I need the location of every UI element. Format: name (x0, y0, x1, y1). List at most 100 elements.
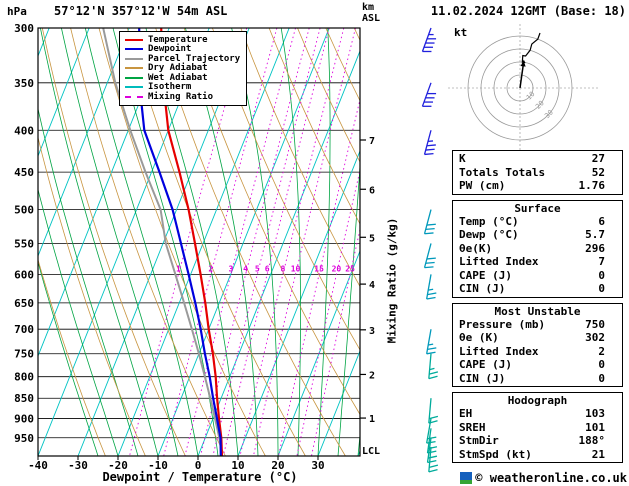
table-row: Pressure (mb) 750 (453, 318, 622, 332)
svg-text:20: 20 (271, 459, 284, 472)
table-row: StmDir 188° (453, 434, 622, 448)
row-label: θe (K) (459, 331, 499, 344)
svg-text:1: 1 (176, 264, 181, 273)
svg-text:-10: -10 (148, 459, 168, 472)
svg-text:15: 15 (314, 264, 324, 273)
table-title: Most Unstable (494, 304, 581, 318)
table-title: Hodograph (507, 394, 568, 407)
row-label: K (459, 152, 466, 165)
legend-label: Mixing Ratio (148, 91, 214, 102)
svg-text:-30: -30 (68, 459, 88, 472)
row-value: 7 (598, 255, 605, 268)
svg-text:650: 650 (14, 297, 34, 310)
svg-text:3: 3 (228, 264, 233, 273)
row-label: CAPE (J) (459, 358, 512, 371)
table-row: Lifted Index 7 (453, 255, 622, 269)
row-label: EH (459, 407, 473, 420)
table-row: CIN (J) 0 (453, 282, 622, 296)
table-row: SREH 101 (453, 421, 622, 435)
height-axis-unit-km: km (362, 2, 375, 13)
svg-text:900: 900 (14, 413, 34, 426)
legend-item-wet-adiabat: Wet Adiabat (125, 73, 240, 83)
svg-text:8: 8 (281, 264, 286, 273)
row-label: θe(K) (459, 241, 493, 255)
svg-text:20: 20 (332, 264, 342, 273)
row-value: 296 (585, 241, 605, 255)
info-table-most-unstable: Most Unstable Pressure (mb) 750 θe (K) 302 Li… (452, 302, 623, 387)
row-label: Pressure (mb) (459, 317, 546, 331)
svg-text:0: 0 (195, 459, 202, 472)
legend-item-dry-adiabat: Dry Adiabat (125, 63, 240, 73)
row-value: 0 (598, 371, 605, 385)
pressure-axis-unit: hPa (7, 5, 27, 18)
temperature-axis-label: Dewpoint / Temperature (°C) (102, 470, 298, 484)
legend-swatch (125, 38, 143, 41)
row-label: Totals Totals (459, 165, 546, 179)
row-value: 52 (591, 165, 605, 179)
table-row: θe(K) 296 (453, 242, 622, 256)
datetime-label: 11.02.2024 12GMT (Base: 18) (430, 4, 626, 18)
legend-label: Parcel Trajectory (148, 53, 241, 64)
svg-text:6: 6 (369, 185, 375, 196)
svg-text:4: 4 (369, 280, 375, 291)
row-label: SREH (459, 420, 486, 434)
svg-text:2: 2 (369, 370, 375, 381)
row-label: CIN (J) (459, 282, 506, 295)
table-row: Totals Totals 52 (453, 166, 622, 180)
temperature-line (160, 28, 224, 456)
legend-swatch (125, 57, 143, 60)
svg-text:850: 850 (14, 392, 34, 405)
row-value: 302 (585, 331, 605, 344)
svg-text:30: 30 (311, 459, 324, 472)
table-row: EH 103 (453, 407, 622, 421)
legend-item-dewpoint: Dewpoint (125, 44, 240, 54)
svg-text:450: 450 (14, 166, 34, 179)
row-value: 2 (598, 344, 605, 358)
table-row: Lifted Index 2 (453, 345, 622, 359)
svg-text:5: 5 (369, 233, 375, 244)
table-row: θe (K) 302 (453, 331, 622, 345)
row-value: 101 (585, 420, 605, 434)
svg-text:1: 1 (369, 414, 375, 425)
height-axis-unit-asl: ASL (362, 13, 381, 24)
legend-item-isotherm: Isotherm (125, 82, 240, 93)
svg-text:-20: -20 (108, 459, 128, 472)
weatheronline-logo-icon (460, 472, 473, 484)
legend-label: Isotherm (148, 82, 192, 93)
row-value: 5.7 (585, 228, 605, 241)
info-table-surface: Surface Temp (°C) 6 Dewp (°C) 5.7 θe(K) 296 Lif… (452, 199, 623, 298)
row-value: 750 (585, 317, 605, 331)
info-table-hodograph: Hodograph EH 103 SREH 101 StmDir 188° StmSpd (k… (452, 392, 623, 463)
row-label: Dewp (°C) (459, 228, 519, 241)
svg-text:10: 10 (291, 264, 301, 273)
svg-text:600: 600 (14, 268, 34, 281)
table-title: Surface (514, 201, 561, 215)
row-value: 103 (585, 407, 605, 420)
table-row: PW (cm) 1.76 (453, 179, 622, 193)
info-table-indices: K 27 Totals Totals 52 PW (cm) 1.76 (452, 150, 623, 195)
svg-text:750: 750 (14, 348, 34, 361)
legend-item-parcel-trajectory: Parcel Trajectory (125, 54, 240, 64)
legend-swatch (125, 76, 143, 79)
chart-legend: Temperature Dewpoint Parcel Trajectory Dry … (119, 31, 248, 106)
legend-label: Wet Adiabat (148, 72, 208, 83)
legend-item-temperature: Temperature (125, 35, 240, 45)
svg-text:10: 10 (231, 459, 244, 472)
table-row: StmSpd (kt) 21 (453, 448, 622, 462)
row-label: Temp (°C) (459, 214, 519, 228)
table-row: CIN (J) 0 (453, 372, 622, 386)
wind-barbs (421, 27, 439, 473)
row-label: CIN (J) (459, 371, 506, 385)
svg-text:3: 3 (369, 326, 375, 337)
table-row: Temp (°C) 6 (453, 215, 622, 229)
lcl-marker-label: LCL (362, 446, 381, 457)
legend-swatch (125, 95, 143, 98)
row-label: StmDir (459, 434, 499, 447)
row-label: CAPE (J) (459, 268, 512, 282)
svg-text:2: 2 (208, 264, 213, 273)
legend-swatch (125, 86, 143, 89)
svg-text:25: 25 (345, 264, 355, 273)
row-value: 0 (598, 358, 605, 371)
row-label: Lifted Index (459, 255, 539, 268)
svg-text:20: 20 (534, 99, 546, 111)
